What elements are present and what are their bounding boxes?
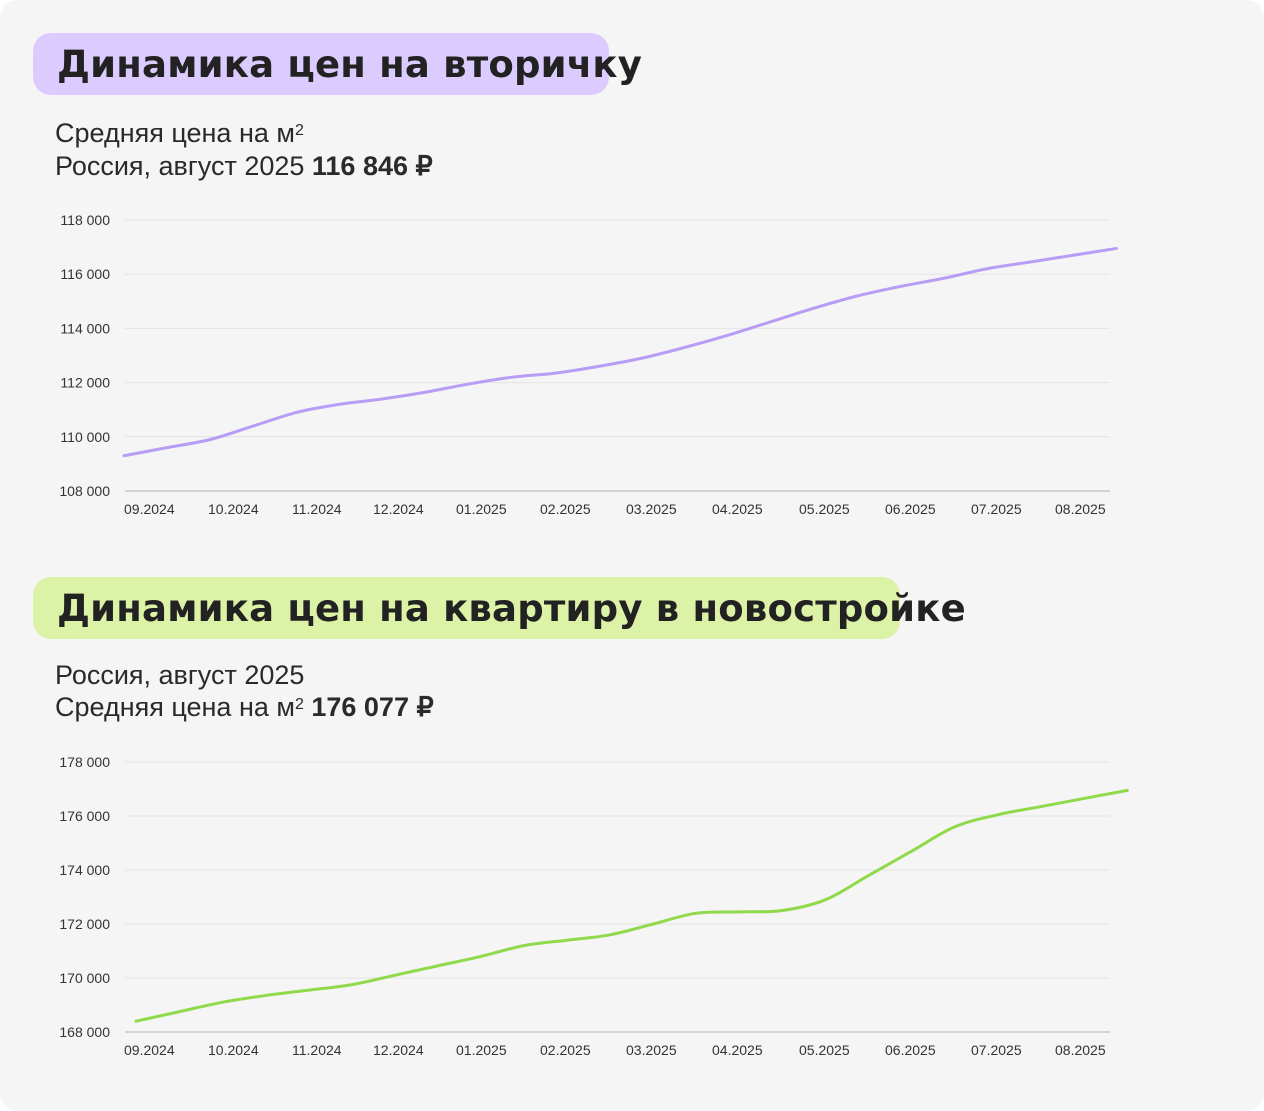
x-tick-label: 07.2025 bbox=[971, 501, 1022, 517]
chart-title-secondary: Динамика цен на вторичку bbox=[57, 42, 643, 86]
x-tick-label: 03.2025 bbox=[626, 1042, 677, 1058]
subtitle-secondary-line1: Средняя цена на м2 bbox=[55, 117, 304, 150]
subtitle-newbuild-line1: Россия, август 2025 bbox=[55, 659, 304, 692]
superscript: 2 bbox=[294, 696, 304, 713]
y-tick-label: 112 000 bbox=[60, 375, 110, 391]
title-badge-secondary: Динамика цен на вторичку bbox=[33, 33, 642, 95]
chart-title-newbuild: Динамика цен на квартиру в новостройке bbox=[57, 586, 966, 630]
y-tick-label: 114 000 bbox=[60, 320, 110, 336]
x-tick-label: 02.2025 bbox=[540, 1042, 591, 1058]
subtitle-newbuild-line2: Средняя цена на м2 176 077 ₽ bbox=[55, 691, 434, 724]
avg-price-value: 176 077 ₽ bbox=[303, 692, 434, 722]
x-tick-label: 09.2024 bbox=[124, 1042, 175, 1058]
series-line bbox=[134, 788, 1129, 1023]
y-tick-label: 116 000 bbox=[60, 266, 110, 282]
y-tick-label: 110 000 bbox=[60, 429, 110, 445]
region-date-label: Россия, август 2025 bbox=[55, 660, 305, 690]
x-tick-label: 05.2025 bbox=[799, 1042, 850, 1058]
x-tick-label: 08.2025 bbox=[1055, 501, 1106, 517]
region-date-label: Россия, август 2025 bbox=[55, 151, 312, 181]
x-tick-label: 12.2024 bbox=[373, 1042, 424, 1058]
series-line bbox=[122, 246, 1118, 458]
superscript: 2 bbox=[294, 122, 304, 139]
x-tick-label: 12.2024 bbox=[373, 501, 424, 517]
x-tick-label: 06.2025 bbox=[885, 1042, 936, 1058]
y-tick-label: 174 000 bbox=[59, 862, 110, 878]
x-tick-label: 06.2025 bbox=[885, 501, 936, 517]
x-tick-label: 11.2024 bbox=[292, 501, 342, 517]
y-tick-label: 168 000 bbox=[59, 1024, 110, 1040]
avg-price-label: Средняя цена на м bbox=[55, 118, 295, 148]
x-tick-label: 04.2025 bbox=[712, 1042, 763, 1058]
x-tick-label: 04.2025 bbox=[712, 501, 763, 517]
x-tick-label: 02.2025 bbox=[540, 501, 591, 517]
y-tick-label: 178 000 bbox=[59, 754, 110, 770]
title-badge-newbuild: Динамика цен на квартиру в новостройке bbox=[33, 577, 966, 639]
x-tick-label: 01.2025 bbox=[456, 501, 507, 517]
x-tick-label: 01.2025 bbox=[456, 1042, 507, 1058]
subtitle-secondary-line2: Россия, август 2025 116 846 ₽ bbox=[55, 150, 433, 183]
y-tick-label: 176 000 bbox=[59, 808, 110, 824]
y-tick-label: 172 000 bbox=[59, 916, 110, 932]
x-tick-label: 09.2024 bbox=[124, 501, 175, 517]
x-tick-label: 03.2025 bbox=[626, 501, 677, 517]
x-tick-label: 05.2025 bbox=[799, 501, 850, 517]
x-tick-label: 10.2024 bbox=[208, 1042, 259, 1058]
avg-price-value: 116 846 ₽ bbox=[311, 151, 433, 181]
x-tick-label: 11.2024 bbox=[292, 1042, 342, 1058]
y-tick-label: 118 000 bbox=[60, 212, 110, 228]
x-tick-label: 08.2025 bbox=[1055, 1042, 1106, 1058]
secondary-price-chart: 108 000 110 000 112 000 114 000 116 000 118 0… bbox=[59, 212, 1118, 517]
x-tick-label: 07.2025 bbox=[971, 1042, 1022, 1058]
y-tick-label: 108 000 bbox=[59, 483, 110, 499]
x-tick-label: 10.2024 bbox=[208, 501, 259, 517]
y-tick-label: 170 000 bbox=[59, 970, 110, 986]
avg-price-label: Средняя цена на м bbox=[55, 692, 295, 722]
